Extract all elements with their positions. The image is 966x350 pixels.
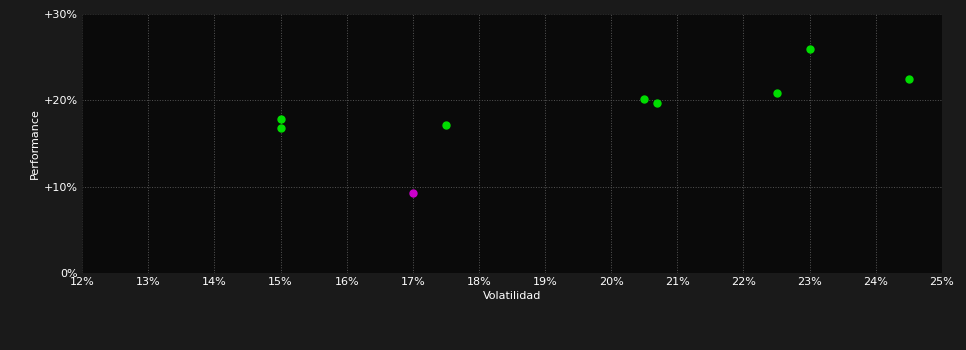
Y-axis label: Performance: Performance xyxy=(30,108,40,179)
X-axis label: Volatilidad: Volatilidad xyxy=(483,291,541,301)
